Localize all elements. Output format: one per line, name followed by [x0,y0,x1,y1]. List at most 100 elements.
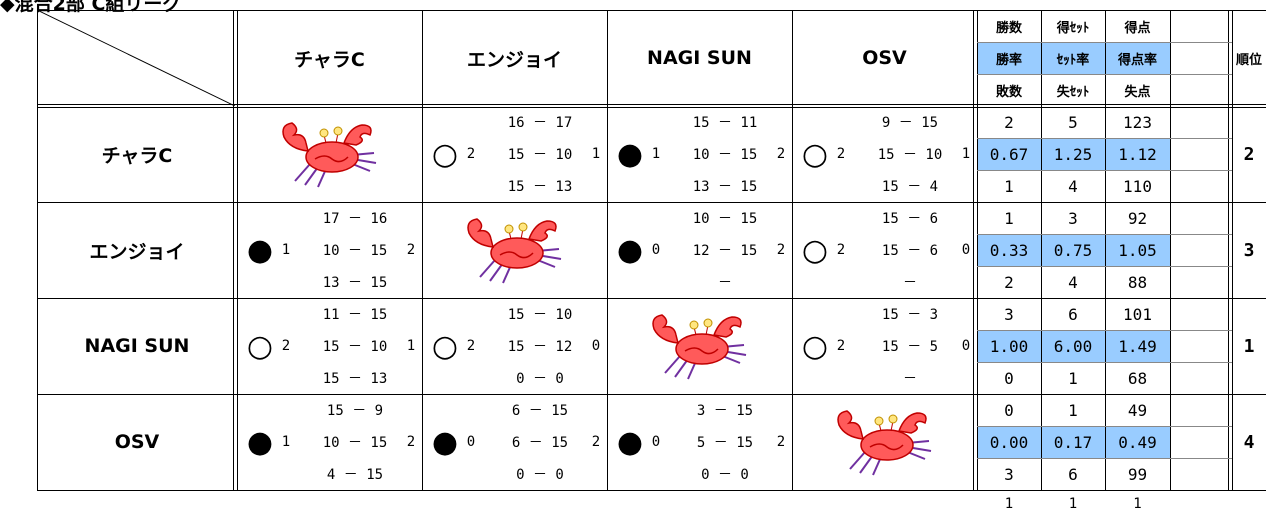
stat-value: 88 [1127,272,1148,292]
header-team: NAGI SUN [647,47,752,69]
stat-header: 失ｾｯﾄ [1056,84,1090,100]
border-line [977,458,1232,459]
footer-value: 1 [1004,496,1014,512]
score: 0 － 0 [701,467,749,483]
border-line [977,10,978,491]
border-line [977,426,1232,427]
score: 17 － 16 [322,211,388,227]
footer-value: 1 [1068,496,1078,512]
sets-won: 1 [651,146,661,162]
score: 15 － 6 [881,211,939,227]
score: 15 － 9 [326,403,384,419]
stat-header: 得点率 [1105,42,1170,74]
stat-value: 1 [1068,368,1078,388]
score: 6 － 15 [511,435,569,451]
crab-icon [455,215,575,285]
score: 15 － 10 [877,147,943,163]
row-team: チャラC [101,144,173,167]
stat-value: 0.33 [977,234,1041,266]
stat-value: 1 [1068,400,1078,420]
score: 12 － 15 [692,243,758,259]
stat-value: 6 [1068,304,1078,324]
sets-won: 2 [466,146,476,162]
stat-value: 1 [1004,176,1014,196]
stat-value: 0.17 [1041,426,1105,458]
sets-won: 2 [466,338,476,354]
result-mark: ○ [801,136,829,172]
stat-value: 0 [1004,368,1014,388]
border-line [977,266,1232,267]
row-team: エンジョイ [89,240,185,263]
score: 15 － 10 [507,307,573,323]
stat-value: 5 [1068,112,1078,132]
rank: 3 [1243,239,1255,261]
stat-value: 92 [1127,208,1148,228]
border-line [973,10,974,491]
sets-won: 2 [281,338,291,354]
stat-value: 4 [1068,272,1078,292]
corner-diagonal [37,10,235,106]
row-team: NAGI SUN [84,335,190,357]
border-line [1228,10,1229,491]
stat-value: 2 [1004,112,1014,132]
score: 16 － 17 [507,115,573,131]
result-mark: ● [246,424,274,460]
border-line [37,202,1266,203]
score: 10 － 15 [322,435,388,451]
stat-value: 1.49 [1105,330,1170,362]
stat-value: 49 [1127,400,1148,420]
sets-lost: 1 [591,146,601,162]
crab-icon [640,311,760,381]
sets-lost: 2 [406,242,416,258]
border-line [422,10,423,490]
stat-value: 0 [1004,400,1014,420]
stat-value: 1.12 [1105,138,1170,170]
stat-value: 68 [1127,368,1148,388]
stat-value: 0.00 [977,426,1041,458]
stat-header: 勝数 [995,20,1022,36]
score: 0 － 0 [516,467,564,483]
score: 0 － 0 [516,371,564,387]
border-line [1105,10,1106,490]
stat-value: 0.67 [977,138,1041,170]
score: 15 － 3 [881,307,939,323]
border-line [1041,10,1042,490]
score: 15 － 13 [322,371,388,387]
stat-value: 6 [1068,464,1078,484]
border-line [37,298,1266,299]
stat-value: 1 [1004,208,1014,228]
stat-header: 得点 [1124,20,1151,36]
border-line [977,330,1232,331]
border-line [977,362,1232,363]
stat-value: 4 [1068,176,1078,196]
stat-value: 1.25 [1041,138,1105,170]
border-line [1232,10,1233,491]
stat-value: 0.49 [1105,426,1170,458]
sets-lost: 0 [961,338,971,354]
sets-lost: 1 [961,146,971,162]
sets-won: 2 [836,146,846,162]
score: 15 － 6 [881,243,939,259]
sets-won: 0 [651,434,661,450]
stat-value: 110 [1123,176,1152,196]
stat-value: 0.75 [1041,234,1105,266]
stat-value: 1.00 [977,330,1041,362]
border-line [37,394,1266,395]
sets-lost: 1 [406,338,416,354]
result-mark: ○ [431,136,459,172]
sets-won: 0 [466,434,476,450]
border-line [233,10,234,491]
score: 4 － 15 [326,467,384,483]
result-mark: ● [246,232,274,268]
stat-value: 123 [1123,112,1152,132]
crab-icon [270,119,390,189]
border-line [37,10,1266,11]
stat-value: 3 [1068,208,1078,228]
sets-lost: 2 [406,434,416,450]
score: － [903,371,917,387]
stat-header: 失点 [1124,84,1151,100]
rank: 1 [1243,335,1255,357]
stat-header: 得ｾｯﾄ [1056,20,1090,36]
score: － [718,275,732,291]
sets-won: 1 [281,434,291,450]
